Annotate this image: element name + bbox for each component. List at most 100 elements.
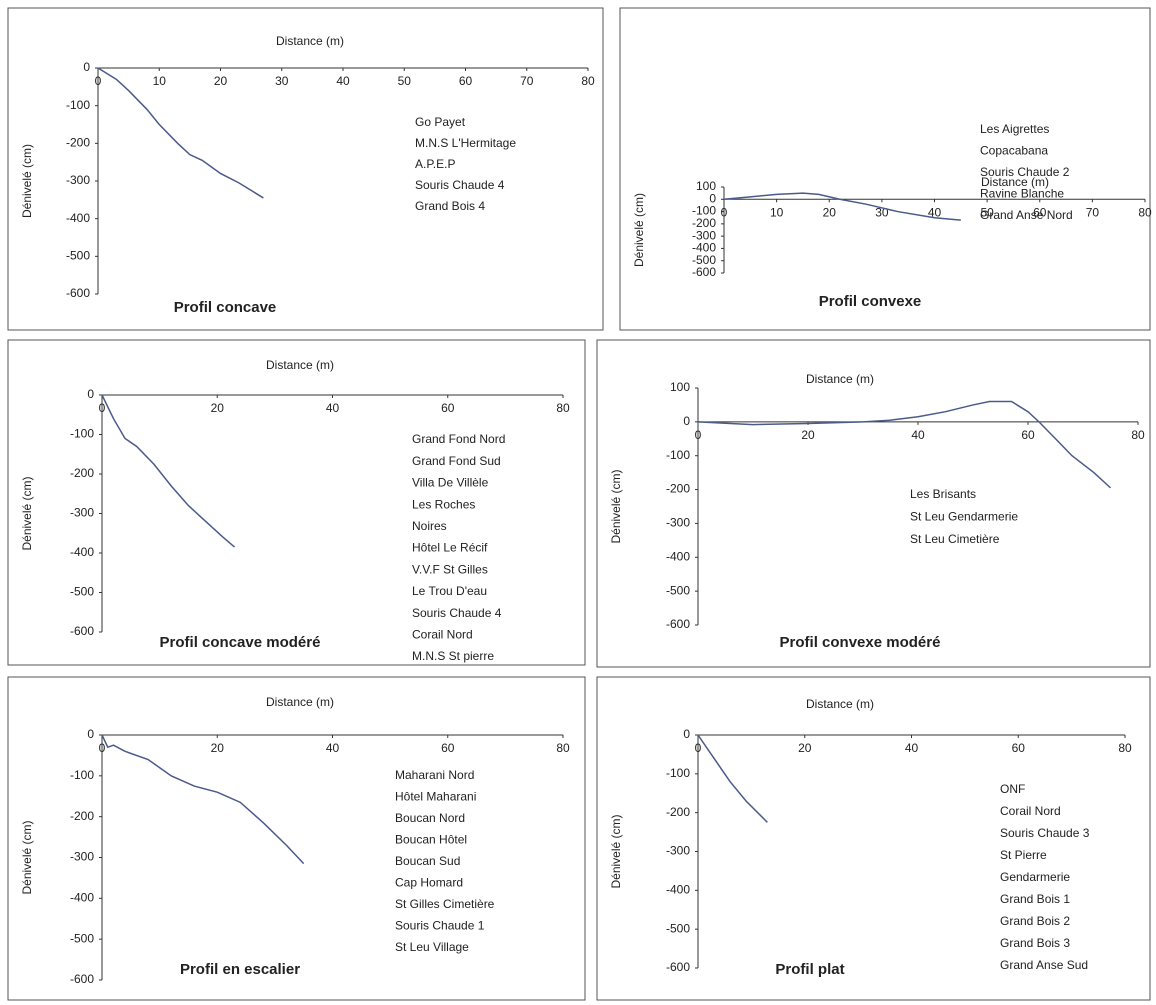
y-axis-label: Dénivelé (cm)	[20, 820, 34, 894]
site-name: Grand Anse Nord	[980, 208, 1073, 222]
y-tick-label: -500	[70, 585, 94, 599]
y-tick-label: 100	[696, 179, 716, 193]
chart-title: Profil convexe modéré	[780, 634, 941, 651]
x-tick-label: 20	[211, 741, 225, 755]
chart-title: Profil concave	[174, 299, 277, 316]
y-axis-label: Dénivelé (cm)	[609, 469, 623, 543]
site-name: ONF	[1000, 782, 1025, 796]
x-tick-label: 80	[556, 741, 570, 755]
x-tick-label: 0	[721, 205, 728, 219]
x-tick-label: 0	[95, 74, 102, 88]
y-tick-label: -200	[692, 216, 716, 230]
x-tick-label: 40	[336, 74, 350, 88]
site-name: Souris Chaude 1	[395, 919, 485, 933]
y-tick-label: -200	[66, 136, 90, 150]
x-tick-label: 10	[770, 205, 784, 219]
y-tick-label: -100	[70, 427, 94, 441]
x-tick-label: 60	[459, 74, 473, 88]
site-name: Souris Chaude 4	[415, 178, 505, 192]
y-tick-label: -600	[70, 624, 94, 638]
y-tick-label: 100	[670, 380, 690, 394]
y-tick-label: 0	[683, 414, 690, 428]
x-tick-label: 0	[99, 741, 106, 755]
site-name: Les Brisants	[910, 487, 976, 501]
y-tick-label: -200	[666, 805, 690, 819]
profile-line	[697, 400, 1112, 489]
x-tick-label: 40	[928, 205, 942, 219]
x-tick-label: 0	[99, 401, 106, 415]
y-axis-label: Dénivelé (cm)	[609, 814, 623, 888]
site-name: M.N.S St pierre	[412, 649, 494, 663]
site-name: Corail Nord	[412, 627, 473, 641]
site-name: St Leu Gendarmerie	[910, 510, 1018, 524]
y-tick-label: -200	[70, 466, 94, 480]
site-name: Boucan Nord	[395, 811, 465, 825]
x-tick-label: 40	[911, 428, 925, 442]
panel-frame	[7, 676, 586, 1001]
x-tick-label: 20	[801, 428, 815, 442]
x-tick-label: 20	[214, 74, 228, 88]
x-tick-label: 60	[1021, 428, 1035, 442]
x-tick-label: 70	[520, 74, 534, 88]
site-name: Maharani Nord	[395, 768, 474, 782]
chart-title: Profil plat	[775, 961, 844, 978]
site-name: Noires	[412, 519, 447, 533]
y-tick-label: -100	[692, 204, 716, 218]
panel-frame	[7, 339, 586, 666]
site-name: St Leu Village	[395, 940, 469, 954]
y-tick-label: -100	[70, 768, 94, 782]
y-tick-label: -600	[66, 286, 90, 300]
site-name: Ravine Blanche	[980, 187, 1064, 201]
x-tick-label: 40	[326, 401, 340, 415]
site-name: Grand Bois 1	[1000, 892, 1070, 906]
x-tick-label: 20	[823, 205, 837, 219]
profile-line	[97, 67, 264, 199]
x-tick-label: 50	[398, 74, 412, 88]
site-name: Hôtel Le Récif	[412, 541, 488, 555]
x-tick-label: 80	[1138, 205, 1152, 219]
chart-title: Profil en escalier	[180, 961, 300, 978]
profile-line	[101, 734, 305, 865]
y-tick-label: -400	[666, 883, 690, 897]
profile-line	[723, 192, 961, 221]
site-name: M.N.S L'Hermitage	[415, 136, 516, 150]
y-tick-label: -100	[666, 766, 690, 780]
x-axis-label: Distance (m)	[806, 372, 874, 386]
x-axis-label: Distance (m)	[806, 697, 874, 711]
y-tick-label: 0	[87, 727, 94, 741]
site-name: Le Trou D'eau	[412, 584, 487, 598]
x-axis-label: Distance (m)	[266, 358, 334, 372]
y-tick-label: -600	[666, 960, 690, 974]
panel-frame	[596, 676, 1151, 1001]
site-name: Grand Bois 2	[1000, 914, 1070, 928]
x-axis-label: Distance (m)	[266, 695, 334, 709]
y-tick-label: 0	[683, 727, 690, 741]
x-tick-label: 0	[695, 428, 702, 442]
x-axis-label: Distance (m)	[981, 175, 1049, 189]
y-tick-label: -300	[666, 516, 690, 530]
site-name: Souris Chaude 4	[412, 606, 502, 620]
x-tick-label: 0	[695, 741, 702, 755]
site-name: V.V.F St Gilles	[412, 562, 488, 576]
y-tick-label: -400	[70, 891, 94, 905]
y-tick-label: -200	[70, 809, 94, 823]
y-tick-label: -300	[692, 228, 716, 242]
x-tick-label: 40	[326, 741, 340, 755]
site-name: Souris Chaude 3	[1000, 826, 1090, 840]
y-tick-label: -300	[66, 173, 90, 187]
x-tick-label: 60	[1012, 741, 1026, 755]
y-axis-label: Dénivelé (cm)	[20, 144, 34, 218]
y-tick-label: -300	[70, 506, 94, 520]
x-tick-label: 10	[153, 74, 167, 88]
chart-title: Profil concave modéré	[160, 634, 321, 651]
site-name: St Pierre	[1000, 848, 1047, 862]
profile-line	[101, 394, 236, 548]
y-tick-label: -600	[666, 617, 690, 631]
x-tick-label: 60	[1033, 205, 1047, 219]
x-axis-label: Distance (m)	[276, 34, 344, 48]
site-name: Go Payet	[415, 115, 466, 129]
x-tick-label: 30	[275, 74, 289, 88]
site-name: Copacabana	[980, 144, 1048, 158]
y-tick-label: -200	[666, 482, 690, 496]
